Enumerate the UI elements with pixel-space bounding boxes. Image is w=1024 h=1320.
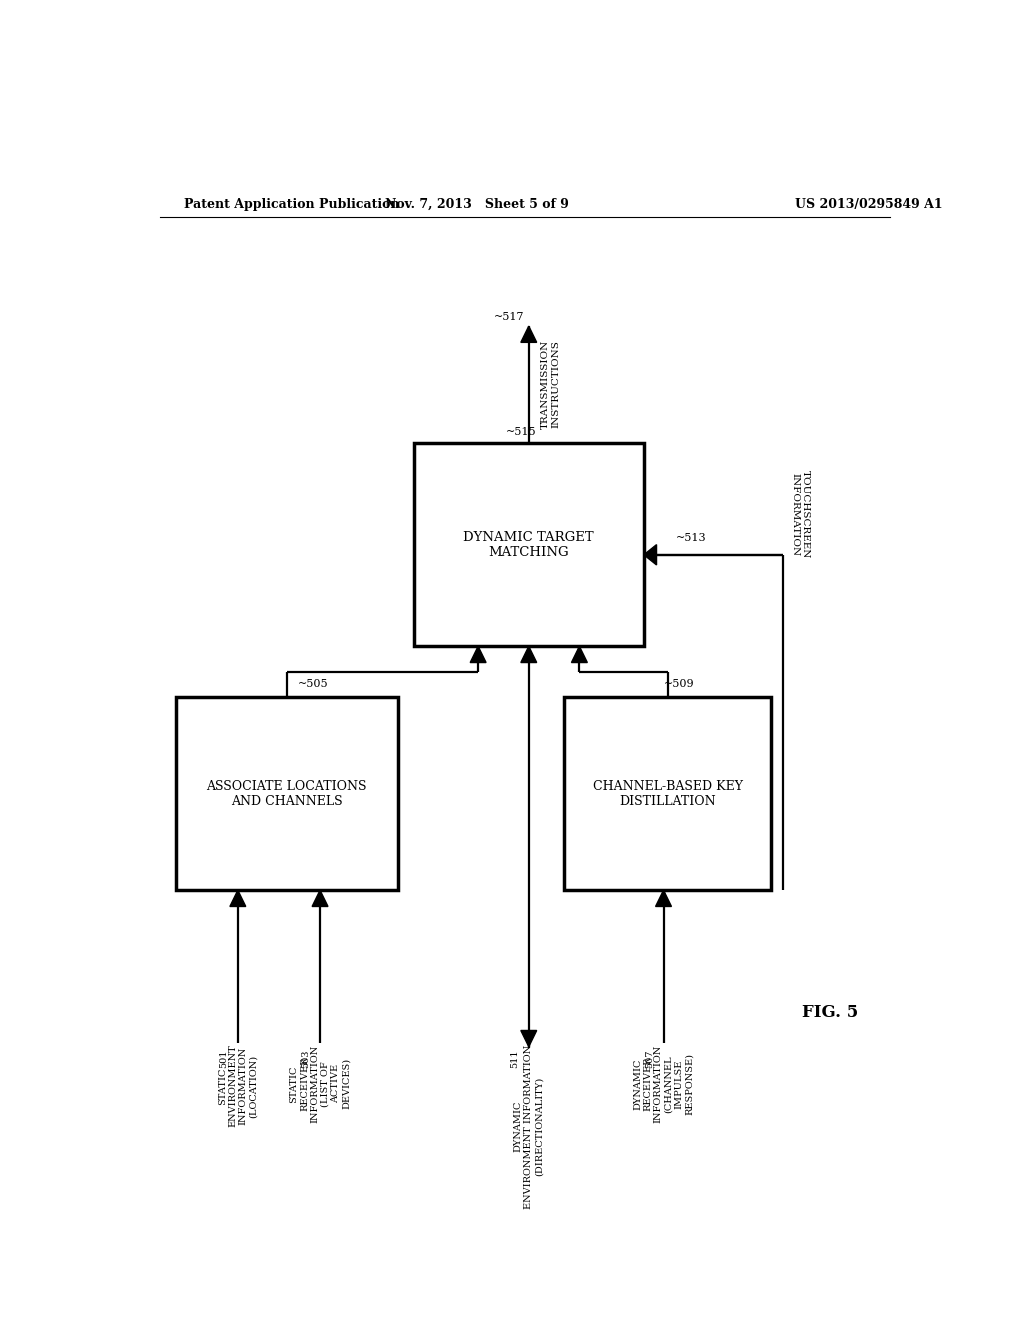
Text: Patent Application Publication: Patent Application Publication [183, 198, 399, 211]
Text: FIG. 5: FIG. 5 [802, 1003, 858, 1020]
Text: 507: 507 [645, 1049, 653, 1068]
Text: DYNAMIC TARGET
MATCHING: DYNAMIC TARGET MATCHING [464, 531, 594, 558]
Text: ASSOCIATE LOCATIONS
AND CHANNELS: ASSOCIATE LOCATIONS AND CHANNELS [207, 780, 367, 808]
Text: STATIC
RECEIVER
INFORMATION
(LIST OF
ACTIVE
DEVICES): STATIC RECEIVER INFORMATION (LIST OF ACT… [290, 1044, 350, 1123]
Polygon shape [521, 1031, 537, 1047]
Bar [414, 444, 644, 647]
Text: TOUCHSCREEN
INFORMATION: TOUCHSCREEN INFORMATION [791, 470, 810, 558]
Text: 501: 501 [219, 1049, 228, 1068]
Text: ~513: ~513 [676, 532, 707, 543]
Text: ~517: ~517 [495, 312, 524, 322]
Text: 511: 511 [510, 1049, 519, 1068]
Polygon shape [521, 326, 537, 342]
Polygon shape [644, 545, 656, 565]
Text: Nov. 7, 2013   Sheet 5 of 9: Nov. 7, 2013 Sheet 5 of 9 [385, 198, 569, 211]
Text: STATIC
ENVIRONMENT
INFORMATION
(LOCATION): STATIC ENVIRONMENT INFORMATION (LOCATION… [218, 1044, 258, 1127]
Polygon shape [470, 647, 486, 663]
Text: DYNAMIC
RECEIVER
INFORMATION
(CHANNEL
IMPULSE
RESPONSE): DYNAMIC RECEIVER INFORMATION (CHANNEL IM… [633, 1044, 694, 1123]
Text: DYNAMIC
ENVIRONMENT INFORMATION
(DIRECTIONALITY): DYNAMIC ENVIRONMENT INFORMATION (DIRECTI… [514, 1044, 544, 1209]
Text: ~509: ~509 [664, 678, 694, 689]
Polygon shape [655, 890, 672, 907]
Polygon shape [571, 647, 588, 663]
Text: 503: 503 [301, 1049, 310, 1068]
Text: ~505: ~505 [298, 678, 329, 689]
Text: US 2013/0295849 A1: US 2013/0295849 A1 [795, 198, 942, 211]
Text: ~515: ~515 [506, 426, 537, 437]
Bar [176, 697, 397, 890]
Polygon shape [230, 890, 246, 907]
Bar [564, 697, 771, 890]
Polygon shape [312, 890, 328, 907]
Text: TRANSMISSION
INSTRUCTIONS: TRANSMISSION INSTRUCTIONS [542, 339, 561, 429]
Text: CHANNEL-BASED KEY
DISTILLATION: CHANNEL-BASED KEY DISTILLATION [593, 780, 742, 808]
Polygon shape [521, 647, 537, 663]
